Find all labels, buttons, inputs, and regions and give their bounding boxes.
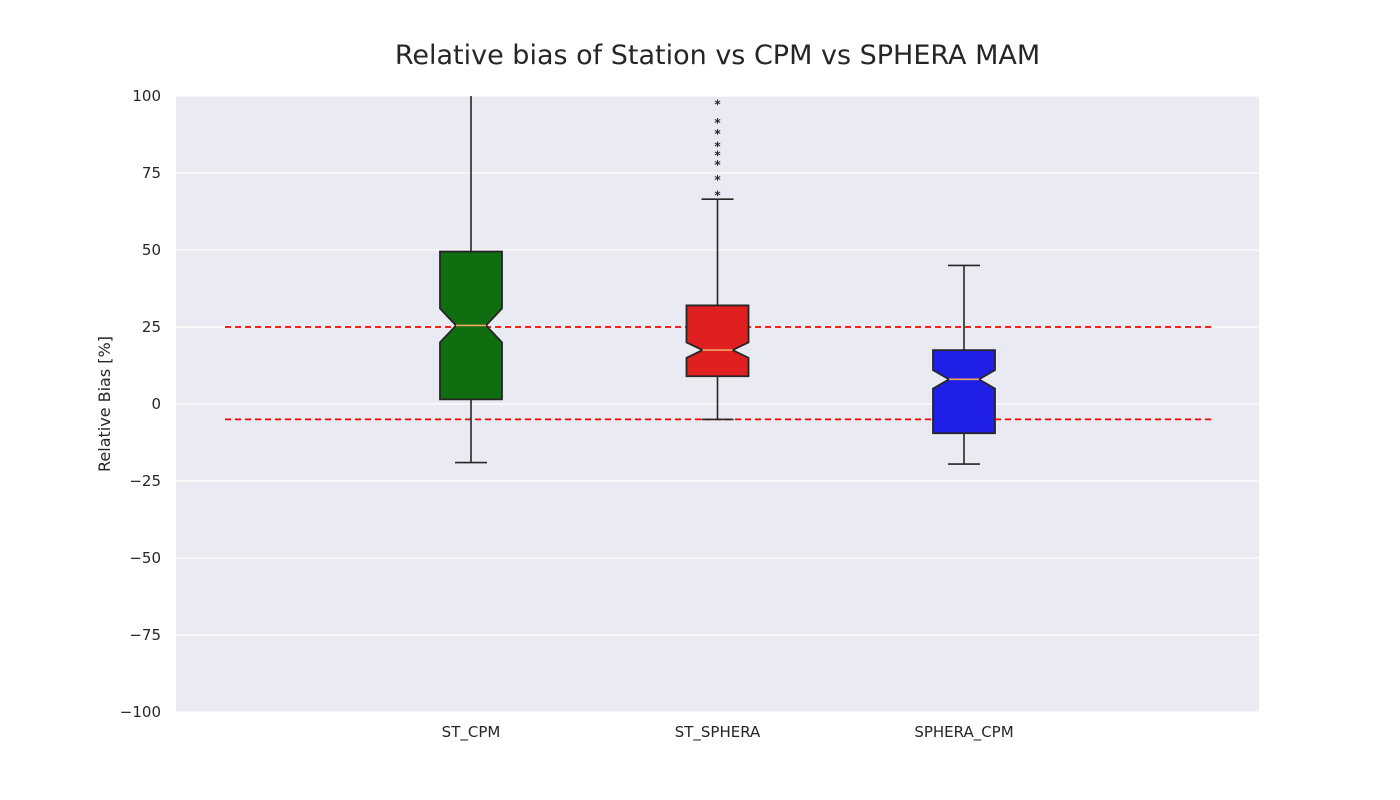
x-tick-label: ST_SPHERA xyxy=(675,723,761,742)
x-tick-label: SPHERA_CPM xyxy=(914,723,1013,742)
y-tick-label: 0 xyxy=(151,395,161,413)
y-axis-ticks: −100 −75 −50 −25 0 25 50 75 100 xyxy=(120,87,161,721)
y-tick-label: −100 xyxy=(120,703,161,721)
outlier-point: * xyxy=(714,98,721,112)
outlier-point: * xyxy=(714,173,721,187)
box-body xyxy=(932,349,996,435)
x-tick-label: ST_CPM xyxy=(442,723,501,742)
outlier-point: * xyxy=(714,116,721,130)
outlier-point: * xyxy=(714,189,721,203)
chart-title: Relative bias of Station vs CPM vs SPHER… xyxy=(394,40,1041,71)
y-tick-label: −75 xyxy=(129,626,161,644)
box-st-cpm xyxy=(439,96,503,464)
x-axis-ticks: ST_CPM ST_SPHERA SPHERA_CPM xyxy=(442,723,1014,742)
y-tick-label: 75 xyxy=(142,164,161,182)
outlier-point: * xyxy=(714,139,721,153)
y-tick-label: −25 xyxy=(129,472,161,490)
y-tick-label: 25 xyxy=(142,318,161,336)
outlier-point: * xyxy=(714,127,721,141)
boxes: ******** xyxy=(439,96,996,465)
box-st-sphera: ******** xyxy=(685,98,750,421)
outlier-point: * xyxy=(714,149,721,163)
y-tick-label: −50 xyxy=(129,549,161,567)
outlier-point: * xyxy=(714,158,721,172)
y-tick-label: 50 xyxy=(142,241,161,259)
y-axis-label: Relative Bias [%] xyxy=(95,336,114,472)
y-tick-label: 100 xyxy=(132,87,161,105)
box-body xyxy=(685,304,750,378)
box-sphera-cpm xyxy=(932,264,996,465)
